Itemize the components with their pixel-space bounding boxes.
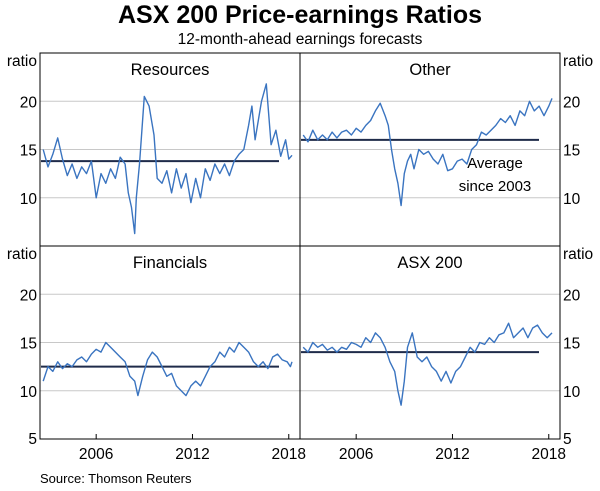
y-axis-label-right: ratio: [563, 53, 593, 70]
y-tick-label-right: 10: [563, 191, 581, 208]
series-line: [302, 322, 553, 406]
y-tick-label-left: 20: [20, 287, 38, 304]
series-line: [42, 341, 293, 397]
panel-title: Other: [409, 61, 451, 79]
y-axis-label-left: ratio: [7, 53, 37, 70]
y-tick-label-right: 15: [563, 336, 580, 353]
panel-title: Resources: [131, 61, 210, 79]
x-tick-label: 2006: [79, 446, 113, 463]
source-note: Source: Thomson Reuters: [40, 471, 192, 486]
series-line: [42, 83, 293, 235]
annotation-text: Average: [467, 155, 523, 172]
y-tick-label-right: 5: [563, 431, 572, 448]
y-axis-label-left: ratio: [7, 246, 37, 263]
annotation-text: since 2003: [459, 178, 532, 195]
chart-title: ASX 200 Price-earnings Ratios: [117, 1, 483, 29]
y-tick-label-left: 10: [20, 191, 38, 208]
x-tick-label: 2018: [532, 446, 566, 463]
x-tick-label: 2018: [272, 446, 306, 463]
panel-title: ASX 200: [397, 254, 462, 272]
y-axis-label-right: ratio: [563, 246, 593, 263]
y-tick-label-left: 10: [20, 384, 38, 401]
x-tick-label: 2012: [435, 446, 469, 463]
x-tick-label: 2012: [175, 446, 209, 463]
panel-title: Financials: [133, 254, 207, 272]
y-tick-label-left: 15: [20, 143, 37, 160]
series-line: [302, 98, 553, 207]
x-tick-label: 2006: [339, 446, 373, 463]
chart-subtitle: 12-month-ahead earnings forecasts: [177, 31, 423, 48]
y-tick-label-left: 5: [28, 431, 37, 448]
y-tick-label-right: 20: [563, 287, 581, 304]
y-tick-label-left: 20: [20, 94, 38, 111]
y-tick-label-right: 10: [563, 384, 581, 401]
y-tick-label-right: 15: [563, 143, 580, 160]
y-tick-label-right: 20: [563, 94, 581, 111]
y-tick-label-left: 15: [20, 336, 37, 353]
